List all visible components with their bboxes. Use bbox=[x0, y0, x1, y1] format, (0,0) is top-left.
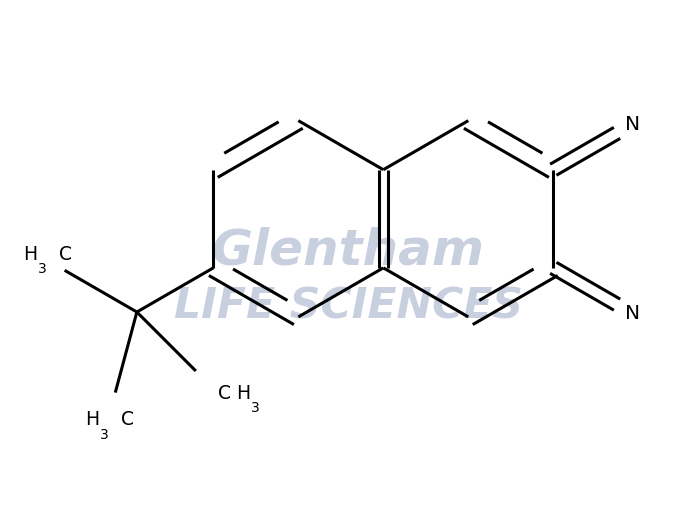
Text: N: N bbox=[625, 114, 640, 134]
Text: 3: 3 bbox=[100, 427, 109, 441]
Text: C: C bbox=[59, 245, 72, 264]
Text: 3: 3 bbox=[38, 263, 47, 277]
Text: N: N bbox=[625, 304, 640, 323]
Text: H: H bbox=[236, 384, 250, 402]
Text: C: C bbox=[121, 410, 134, 430]
Text: LIFE SCIENCES: LIFE SCIENCES bbox=[173, 285, 523, 328]
Text: 3: 3 bbox=[251, 401, 259, 415]
Text: H: H bbox=[86, 410, 100, 430]
Text: H: H bbox=[23, 245, 38, 264]
Text: C: C bbox=[218, 384, 231, 402]
Text: Glentham: Glentham bbox=[212, 227, 484, 275]
